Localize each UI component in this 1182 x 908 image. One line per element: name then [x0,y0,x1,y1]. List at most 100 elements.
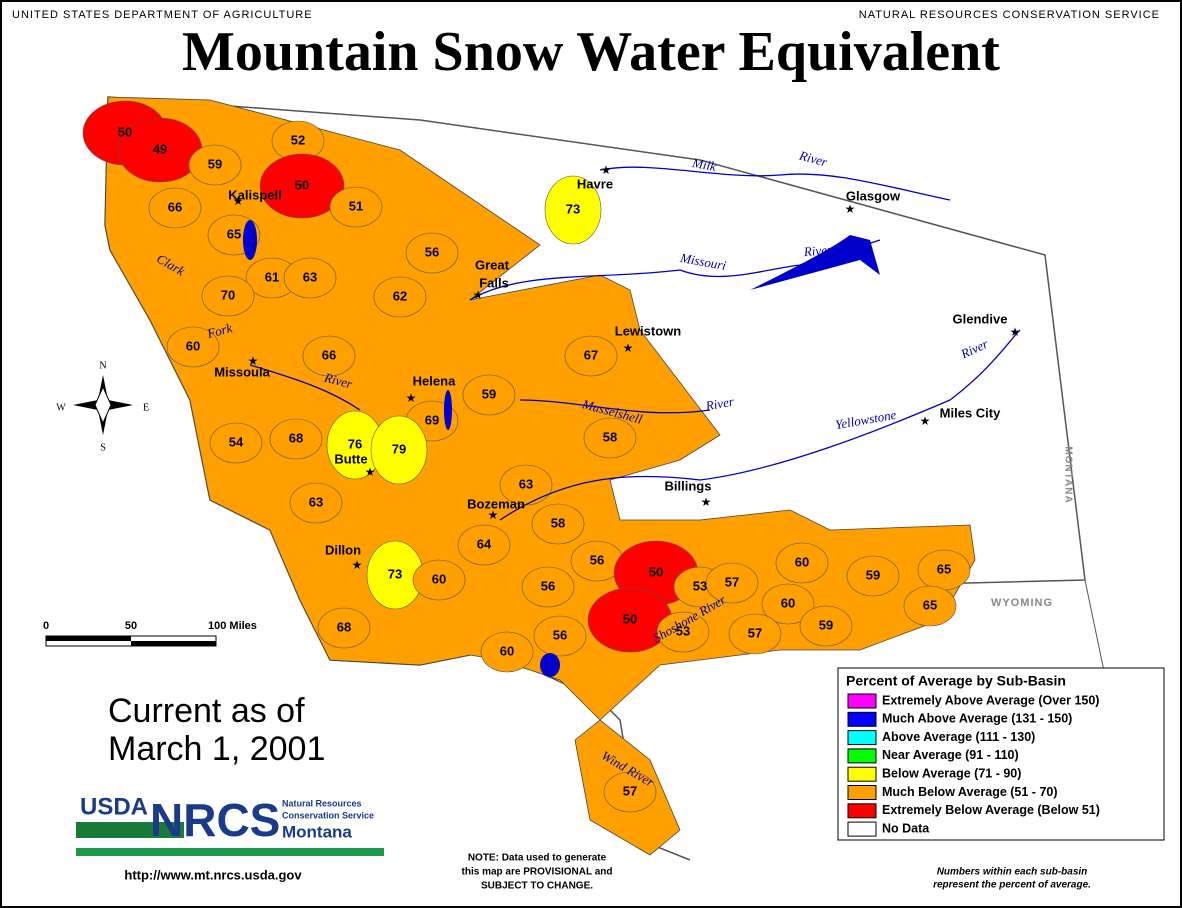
basin-value: 52 [291,132,305,147]
sub-basin [457,524,511,566]
title: Mountain Snow Water Equivalent [182,21,1000,83]
city-star: ★ [233,194,244,208]
sub-basin [405,232,459,274]
basin-value: 53 [693,578,707,593]
river-label: Fork [204,320,233,341]
compass-letter: N [99,360,106,371]
basin-value: 50 [649,564,663,579]
sub-basin [412,559,466,601]
scale-label: 100 Miles [208,620,257,632]
scale-label: 0 [43,620,49,632]
basin-value: 60 [186,338,200,353]
sub-basin [269,418,323,460]
basin-value: 79 [392,441,406,456]
musselshell-river [519,399,711,414]
city-star: ★ [406,391,417,405]
basin-value: 51 [349,198,363,213]
compass-letter: S [100,442,106,453]
basin-value: 65 [227,226,241,241]
legend-swatch [847,748,877,764]
place-label: Miles City [940,405,1001,420]
legend-swatch [847,803,877,819]
milk-river [599,166,951,201]
city-star: ★ [701,495,712,509]
logo-bar [76,848,384,856]
place-label: Helena [413,373,456,388]
legend-box [837,667,1165,841]
basin-value: 54 [229,434,244,449]
legend-title: Percent of Average by Sub-Basin [846,673,1066,689]
place-label: Bozeman [467,496,525,511]
note-line: NOTE: Data used to generate [468,853,607,864]
state-label: WYOMING [991,597,1053,609]
city-star: ★ [623,341,634,355]
basin-value: 65 [937,561,951,576]
sub-basin [166,326,220,368]
place-label: Falls [479,275,509,290]
logo-usda: USDA [80,793,148,820]
compass-letter: E [143,402,149,413]
sub-basin [302,335,356,377]
basin-value: 64 [477,536,492,551]
river-label: River [802,242,833,260]
basin-value: 68 [289,430,303,445]
sub-basin [521,566,575,608]
basin-value: 60 [500,643,514,658]
basin-value: 60 [795,554,809,569]
legend-swatch [847,785,877,800]
basin-value: 73 [566,201,580,216]
legend-swatch [847,766,877,782]
canyon-ferry-lake [444,390,452,430]
sub-basin [544,175,602,245]
basin-value: 66 [322,347,336,362]
city-star: ★ [352,558,363,572]
sub-basin [564,335,618,377]
sub-basin [373,276,427,318]
place-label: Glasgow [846,188,901,203]
sub-basin [370,415,428,485]
basin-value: 63 [309,494,323,509]
sub-basin [201,275,255,317]
city-star: ★ [845,202,856,216]
compass [73,375,133,435]
logo-nrcs: NRCS [150,794,280,846]
compass-letter: W [56,402,66,413]
sub-basin [846,555,900,597]
place-label: Kalispell [228,187,281,202]
place-label: Dillon [325,542,361,557]
note-line: this map are PROVISIONAL and [462,867,613,878]
footnote-line: Numbers within each sub-basin [937,867,1088,878]
basin-value: 65 [923,597,937,612]
sub-basin [656,611,710,653]
flathead-lake [243,220,257,260]
basin-value: 62 [393,288,407,303]
basin-value: 56 [590,552,604,567]
url: http://www.mt.nrcs.usda.gov [124,867,302,882]
basin-value: 56 [425,244,439,259]
legend-swatch [847,730,877,746]
sub-basin [209,422,263,464]
basin-value: 57 [748,625,762,640]
basin-value: 67 [584,347,598,362]
sub-basin [329,186,383,228]
basin-value: 63 [303,269,317,284]
basin-value: 59 [208,156,222,171]
basin-value: 58 [551,515,565,530]
sub-basin [462,374,516,416]
legend-label: Much Below Average (51 - 70) [882,785,1058,799]
basin-value: 68 [337,619,351,634]
legend-swatch [847,693,877,709]
river-label: Milk [690,155,717,174]
sub-basin [533,615,587,657]
sub-basin [761,583,815,625]
sub-basin [148,187,202,229]
basin-value: 57 [623,783,637,798]
sub-basin [903,585,957,627]
clark-fork [249,364,361,411]
logo-state: Montana [282,822,352,841]
legend-swatch [847,711,877,727]
place-label: Lewistown [615,323,682,338]
place-label: Glendive [953,311,1008,326]
agency-right: NATURAL RESOURCES CONSERVATION SERVICE [859,9,1160,21]
